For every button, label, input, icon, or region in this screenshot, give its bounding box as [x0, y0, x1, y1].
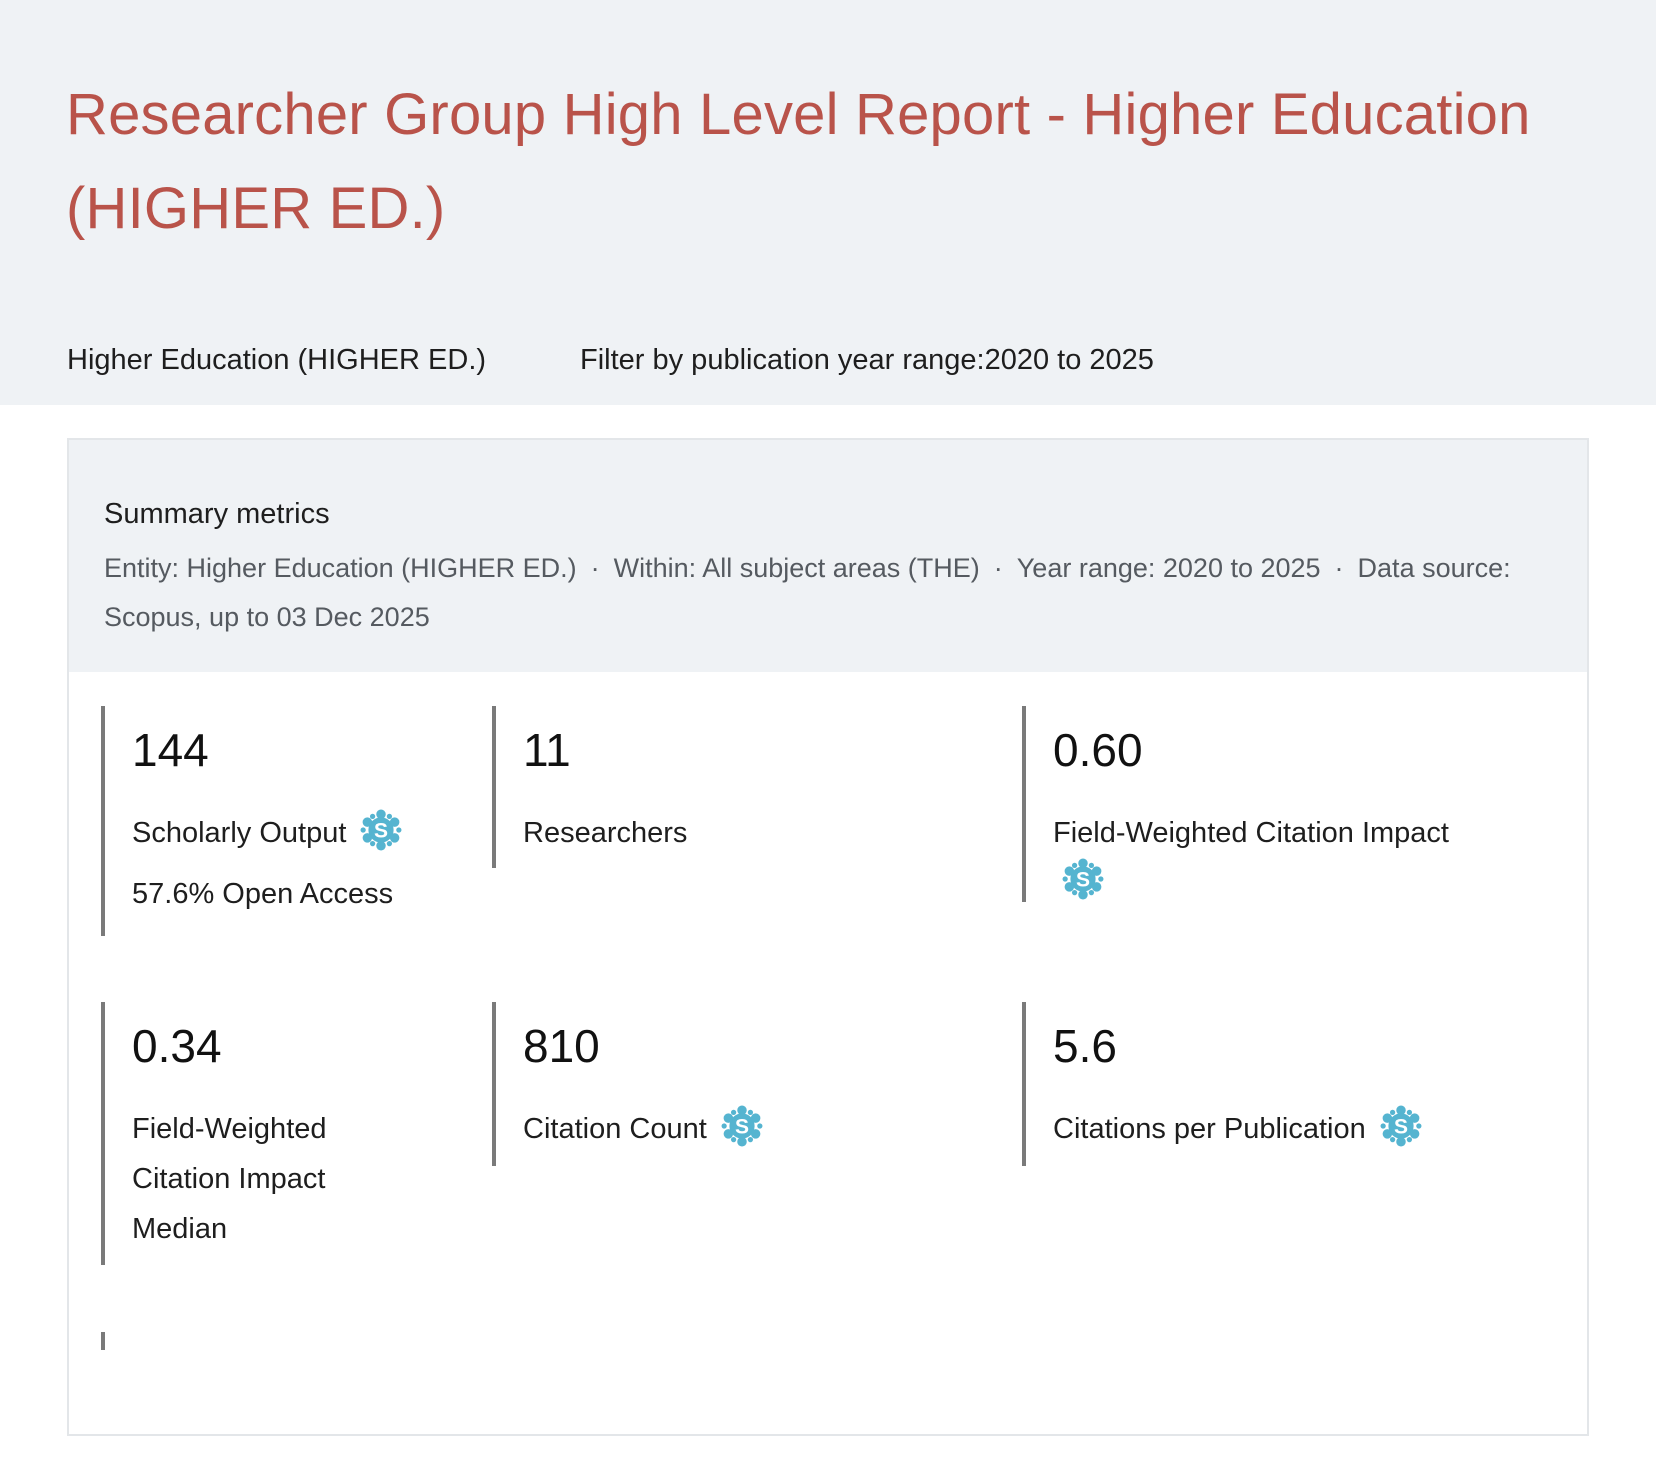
metric-fwci: 0.60 Field-Weighted Citation Impact — [1022, 706, 1582, 902]
snowball-metric-icon[interactable] — [721, 1105, 763, 1147]
summary-title: Summary metrics — [104, 498, 330, 530]
summary-card-header: Summary metrics Entity: Higher Education… — [69, 440, 1587, 672]
year-filter-text: Filter by publication year range:2020 to… — [580, 344, 1154, 376]
metric-citations-per-publication: 5.6 Citations per Publication — [1022, 1002, 1582, 1166]
summary-meta: Entity: Higher Education (HIGHER ED.) · Wi… — [104, 544, 1534, 642]
metric-label: Citation Count — [523, 1104, 763, 1154]
meta-separator: · — [993, 553, 1003, 583]
snowball-metric-icon[interactable] — [1062, 858, 1104, 900]
metric-researchers: 11 Researchers — [492, 706, 972, 868]
metric-placeholder-bar — [101, 1332, 105, 1350]
meta-source: Data source: Scopus, up to 03 Dec 2025 — [104, 553, 1511, 632]
meta-year-range: Year range: 2020 to 2025 — [1016, 553, 1321, 583]
metric-scholarly-output: 144 Scholarly Output 57.6% Open Access — [101, 706, 461, 936]
meta-within: Within: All subject areas (THE) — [613, 553, 980, 583]
meta-separator: · — [590, 553, 600, 583]
meta-entity: Entity: Higher Education (HIGHER ED.) — [104, 553, 577, 583]
snowball-metric-icon[interactable] — [360, 809, 402, 851]
metric-value: 0.34 — [132, 1020, 222, 1072]
metric-value: 5.6 — [1053, 1020, 1117, 1072]
metric-label-line: Citation Impact — [132, 1163, 326, 1195]
entity-name: Higher Education (HIGHER ED.) — [67, 344, 487, 376]
metric-label: Field-Weighted Citation Impact Median — [132, 1104, 327, 1254]
metric-label-line: Median — [132, 1213, 228, 1245]
metric-label-line: Field-Weighted — [132, 1113, 327, 1145]
metric-value: 144 — [132, 724, 209, 776]
metric-label: Field-Weighted Citation Impact — [1053, 817, 1449, 849]
metric-value: 11 — [523, 724, 571, 776]
open-access-text: 57.6% Open Access — [132, 878, 394, 910]
report-title: Researcher Group High Level Report - Hig… — [66, 82, 1531, 241]
metric-label: Scholarly Output — [132, 808, 402, 858]
metric-value: 810 — [523, 1020, 600, 1072]
metric-label: Researchers — [523, 817, 688, 849]
summary-metrics-card: Summary metrics Entity: Higher Education… — [67, 438, 1589, 1436]
metric-value: 0.60 — [1053, 724, 1143, 776]
report-header: Researcher Group High Level Report - Hig… — [0, 0, 1656, 405]
meta-separator: · — [1334, 553, 1344, 583]
metric-label: Citations per Publication — [1053, 1104, 1422, 1154]
snowball-metric-icon[interactable] — [1380, 1105, 1422, 1147]
metric-citation-count: 810 Citation Count — [492, 1002, 972, 1166]
metric-fwci-median: 0.34 Field-Weighted Citation Impact Medi… — [101, 1002, 461, 1265]
